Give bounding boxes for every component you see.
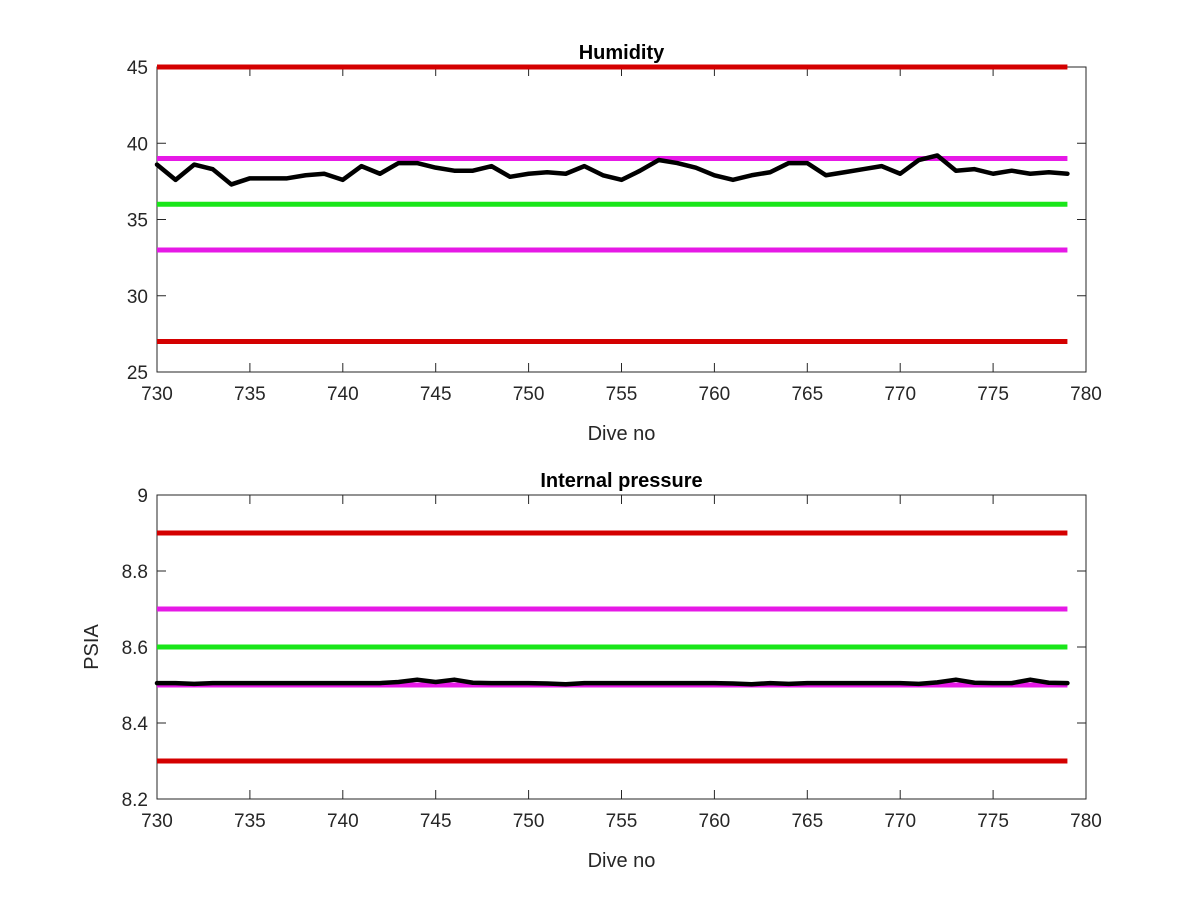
x-tick-label: 780 xyxy=(1070,384,1102,405)
x-tick-label: 730 xyxy=(141,811,173,832)
y-tick-label: 8.8 xyxy=(122,562,148,583)
humidity-chart: 730 735 740 745 750 755 760 765 770 775 780 25 30 35 4… xyxy=(127,42,1102,445)
y-tick-label: 30 xyxy=(127,287,148,308)
x-tick-label: 775 xyxy=(977,384,1009,405)
x-tick-label: 745 xyxy=(420,811,452,832)
y-axis-label: PSIA xyxy=(81,624,103,670)
x-tick-label: 755 xyxy=(606,811,638,832)
x-tick-label: 770 xyxy=(884,811,916,832)
x-tick-label: 730 xyxy=(141,384,173,405)
x-tick-label: 750 xyxy=(513,811,545,832)
x-tick-label: 740 xyxy=(327,384,359,405)
x-tick-label: 745 xyxy=(420,384,452,405)
x-tick-label: 760 xyxy=(699,384,731,405)
x-tick-label: 750 xyxy=(513,384,545,405)
y-tick-label: 40 xyxy=(127,134,148,155)
x-tick-label: 735 xyxy=(234,384,266,405)
x-axis-label: Dive no xyxy=(588,423,656,445)
x-tick-label: 735 xyxy=(234,811,266,832)
y-tick-label: 9 xyxy=(137,486,148,507)
x-tick-label: 765 xyxy=(791,384,823,405)
x-tick-label: 765 xyxy=(791,811,823,832)
x-tick-label: 755 xyxy=(606,384,638,405)
x-tick-label: 775 xyxy=(977,811,1009,832)
x-axis-label: Dive no xyxy=(588,850,656,872)
y-tick-label: 8.6 xyxy=(122,638,148,659)
y-tick-label: 45 xyxy=(127,58,148,79)
y-tick-label: 25 xyxy=(127,363,148,384)
x-tick-label: 740 xyxy=(327,811,359,832)
series-line xyxy=(154,677,1070,687)
x-tick-label: 780 xyxy=(1070,811,1102,832)
x-tick-label: 770 xyxy=(884,384,916,405)
chart-title: Internal pressure xyxy=(540,470,702,492)
y-tick-label: 8.2 xyxy=(122,790,148,811)
chart-title: Humidity xyxy=(579,42,665,64)
internal-pressure-chart: 730 735 740 745 750 755 760 765 770 775 780 8.2 8.4 8… xyxy=(81,470,1102,872)
x-tick-label: 760 xyxy=(699,811,731,832)
y-tick-label: 8.4 xyxy=(122,714,149,735)
y-tick-label: 35 xyxy=(127,211,148,232)
series-line xyxy=(154,153,1070,187)
axes-box xyxy=(156,66,1087,373)
